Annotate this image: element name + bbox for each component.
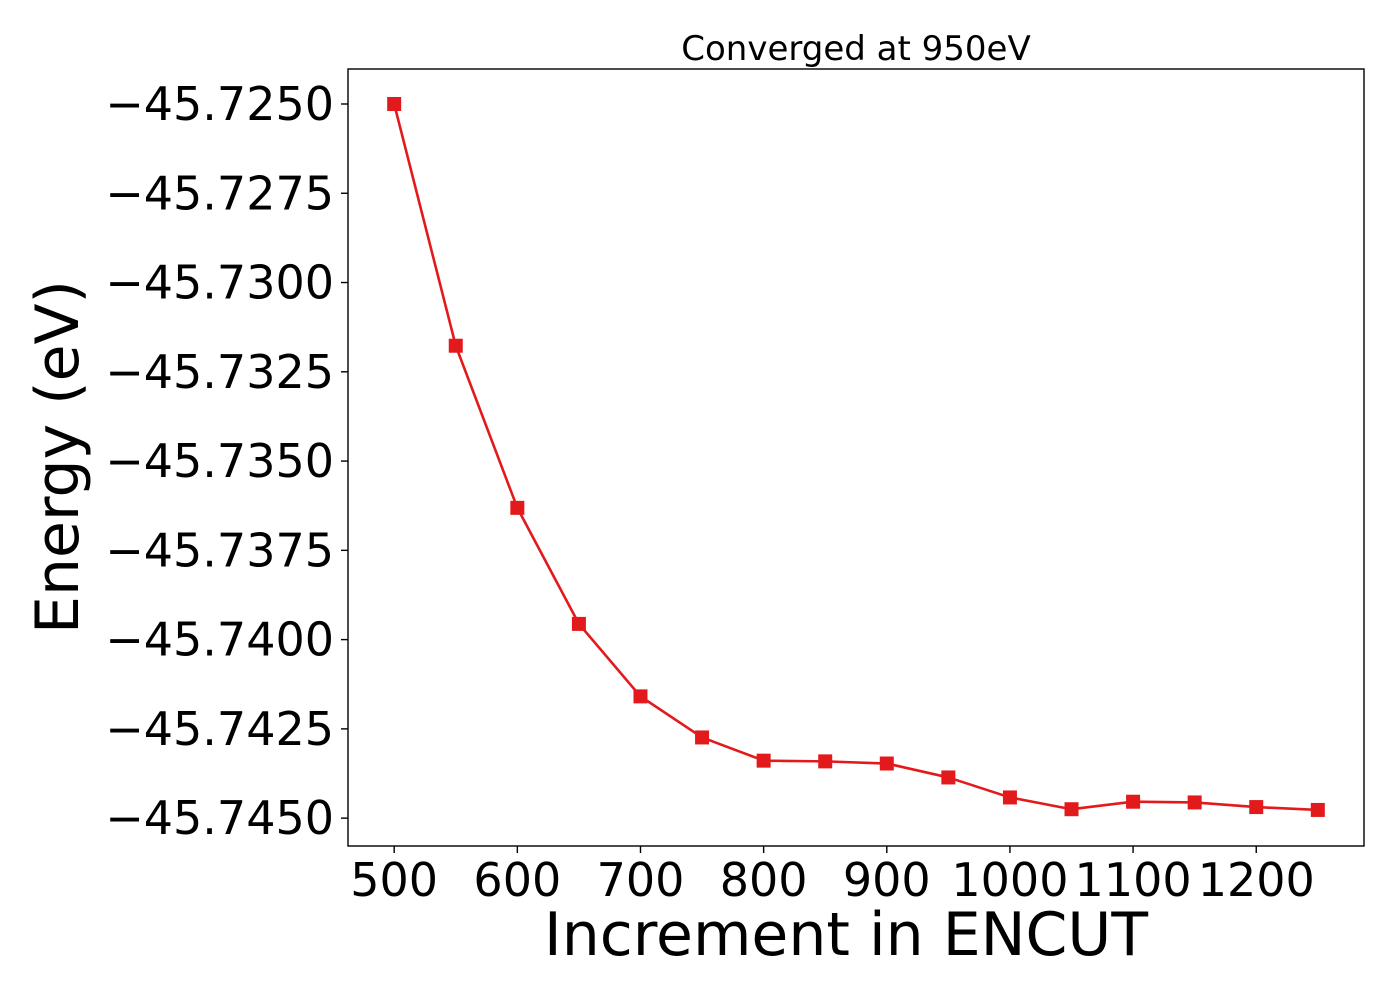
x-tick-label: 1000: [951, 853, 1068, 907]
y-tick-label: −45.7350: [105, 434, 334, 488]
chart-title: Converged at 950eV: [681, 29, 1030, 69]
data-point: [510, 500, 525, 515]
y-tick-label: −45.7450: [105, 791, 334, 845]
data-point: [941, 770, 956, 785]
x-tick-label: 600: [473, 853, 561, 907]
data-point: [448, 338, 463, 353]
data-point: [387, 96, 402, 111]
series-markers: [387, 96, 1325, 817]
data-point: [633, 689, 648, 704]
x-tick-label: 700: [597, 853, 685, 907]
x-tick-label: 1200: [1198, 853, 1315, 907]
data-point: [1002, 790, 1017, 805]
data-point: [1187, 795, 1202, 810]
y-axis: −45.7250 −45.7275 −45.7300 −45.7325 −45.7350…: [105, 77, 348, 845]
data-point: [571, 616, 586, 631]
x-tick-label: 1100: [1075, 853, 1192, 907]
y-tick-label: −45.7375: [105, 523, 334, 577]
x-axis: 500 600 700 800 900 1000 1100 1200: [350, 846, 1315, 907]
y-tick-label: −45.7325: [105, 345, 334, 399]
y-tick-label: −45.7425: [105, 702, 334, 756]
data-point: [1064, 802, 1079, 817]
x-tick-label: 500: [350, 853, 438, 907]
data-point: [818, 754, 833, 769]
y-tick-label: −45.7250: [105, 77, 334, 131]
data-point: [879, 756, 894, 771]
series-line: [392, 103, 1318, 812]
x-axis-label: Increment in ENCUT: [544, 900, 1148, 970]
data-point: [1249, 800, 1264, 815]
y-tick-label: −45.7275: [105, 166, 334, 220]
plot-frame: [347, 68, 1365, 847]
x-tick-label: 900: [843, 853, 931, 907]
y-axis-label: Energy (eV): [23, 280, 93, 634]
y-tick-label: −45.7300: [105, 256, 334, 310]
y-tick-label: −45.7400: [105, 613, 334, 667]
data-point: [695, 730, 710, 745]
data-point: [756, 753, 771, 768]
x-tick-label: 800: [720, 853, 808, 907]
data-point: [1310, 802, 1325, 817]
data-point: [1126, 794, 1141, 809]
